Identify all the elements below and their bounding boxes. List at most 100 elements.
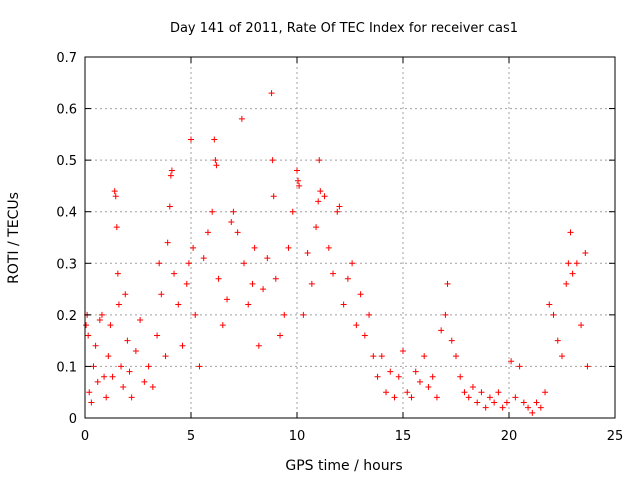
y-tick-label: 0.6	[56, 103, 77, 118]
data-point	[113, 224, 120, 231]
x-axis-label: GPS time / hours	[285, 458, 402, 474]
data-point	[192, 311, 199, 318]
data-point	[582, 249, 589, 256]
data-point	[529, 409, 536, 416]
data-point	[101, 373, 108, 380]
data-point	[166, 203, 173, 210]
data-point	[317, 188, 324, 195]
plot-frame	[84, 56, 616, 419]
data-point	[94, 378, 101, 385]
data-point	[230, 208, 237, 215]
data-point	[204, 229, 211, 236]
data-point	[85, 332, 92, 339]
y-axis-label: ROTI / TECUs	[6, 192, 22, 284]
y-tick-label: 0.2	[56, 309, 77, 324]
data-point	[478, 389, 485, 396]
data-point	[578, 322, 585, 329]
x-tick-label: 15	[395, 429, 412, 444]
y-tick-label: 0.7	[56, 51, 77, 66]
data-point	[295, 177, 302, 184]
data-point	[550, 311, 557, 318]
data-point	[569, 270, 576, 277]
data-point	[516, 363, 523, 370]
data-point	[546, 301, 553, 308]
data-point	[188, 136, 194, 143]
data-point	[213, 162, 220, 169]
data-point	[370, 353, 377, 360]
data-point	[162, 353, 169, 360]
data-point	[512, 394, 519, 401]
data-point	[421, 353, 428, 360]
data-point	[175, 301, 182, 308]
data-point	[128, 394, 135, 401]
data-point	[482, 404, 489, 411]
data-point	[164, 239, 171, 246]
data-point	[559, 353, 565, 360]
data-point	[395, 373, 402, 380]
data-point	[109, 373, 116, 380]
x-tick-label: 10	[289, 429, 306, 444]
data-point	[167, 172, 174, 179]
data-point	[425, 384, 432, 391]
data-point	[190, 244, 197, 251]
data-point	[96, 317, 103, 324]
data-point	[103, 394, 110, 401]
y-tick-label: 0.1	[56, 360, 77, 375]
y-tick-label: 0	[69, 412, 77, 427]
data-point	[168, 167, 175, 174]
data-point	[88, 399, 95, 406]
data-point	[224, 296, 231, 303]
data-point	[124, 337, 131, 344]
data-point	[83, 322, 90, 329]
data-point	[563, 280, 570, 287]
data-point	[126, 368, 133, 375]
data-point	[156, 260, 163, 267]
data-point	[114, 270, 121, 277]
data-point	[448, 337, 455, 344]
data-point	[120, 384, 127, 391]
data-point	[383, 389, 390, 396]
data-point	[315, 198, 322, 205]
data-point	[412, 368, 419, 375]
x-tick-label: 0	[81, 429, 89, 444]
data-point	[433, 394, 440, 401]
data-point	[316, 157, 323, 164]
data-point	[300, 311, 307, 318]
data-point	[268, 90, 275, 97]
data-point	[137, 317, 144, 324]
data-point	[453, 353, 459, 360]
data-point	[294, 167, 300, 174]
data-point	[122, 291, 129, 298]
data-point	[296, 182, 303, 189]
data-point	[289, 208, 296, 215]
data-point	[249, 280, 256, 287]
data-point	[269, 157, 276, 164]
data-point	[508, 358, 515, 365]
data-point	[336, 203, 343, 210]
y-tick-label: 0.4	[56, 206, 77, 221]
data-point	[313, 224, 320, 231]
data-point	[255, 342, 262, 349]
data-point	[442, 311, 449, 318]
data-point	[499, 404, 506, 411]
data-point	[344, 275, 351, 282]
data-point	[491, 399, 498, 406]
data-point	[260, 286, 267, 293]
data-point	[107, 322, 114, 329]
data-point	[573, 260, 580, 267]
data-point	[86, 389, 93, 396]
data-point	[400, 347, 406, 354]
data-point	[444, 280, 451, 287]
data-point	[149, 384, 156, 391]
data-point	[105, 353, 112, 360]
data-point	[183, 280, 190, 287]
data-point	[469, 384, 476, 391]
x-tick-label: 25	[607, 429, 624, 444]
data-point	[361, 332, 368, 339]
data-point	[98, 311, 105, 318]
data-point	[92, 342, 99, 349]
data-point	[234, 229, 241, 236]
data-point	[340, 301, 347, 308]
data-point	[353, 322, 360, 329]
